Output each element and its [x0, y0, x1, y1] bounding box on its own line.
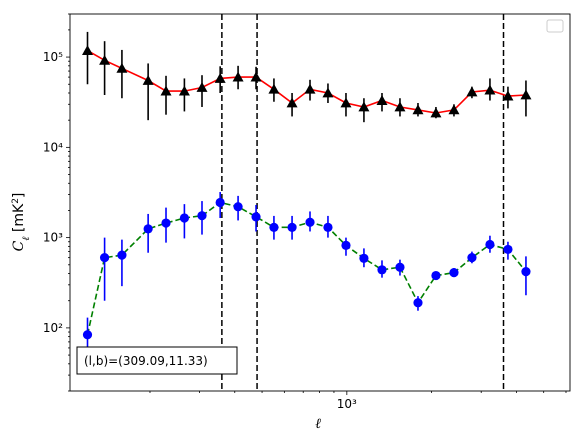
data-point: [305, 217, 315, 227]
data-point: [520, 89, 532, 100]
data-point: [431, 270, 441, 281]
y-tick-label: 10⁵: [43, 50, 63, 64]
data-point: [341, 240, 351, 251]
data-point: [484, 84, 496, 95]
data-point: [82, 45, 94, 55]
plot-frame: [69, 13, 571, 392]
data-point: [413, 298, 423, 308]
data-point: [269, 222, 279, 232]
data-point: [99, 54, 111, 65]
data-point: [117, 250, 127, 260]
data-point: [99, 253, 110, 263]
data-point: [178, 85, 190, 96]
data-point: [394, 101, 406, 112]
data-point: [485, 239, 495, 250]
data-point: [359, 253, 369, 263]
data-point: [214, 72, 226, 83]
plot-area: [82, 14, 532, 391]
data-point: [251, 212, 261, 222]
legend-box: [546, 19, 564, 33]
annotation-text: (l,b)=(309.09,11.33): [84, 354, 208, 368]
data-point: [196, 82, 208, 92]
data-point: [179, 213, 190, 223]
y-axis: 10² 10³ 10⁴ 10⁵: [43, 13, 70, 392]
data-point: [449, 267, 459, 278]
data-point: [340, 97, 352, 108]
data-point: [430, 107, 442, 118]
data-point: [116, 62, 128, 73]
y-axis-label: Cℓ [mK2]: [11, 193, 32, 252]
data-point: [521, 267, 531, 277]
series-2: [82, 192, 531, 356]
data-point: [395, 262, 405, 272]
data-point: [197, 211, 207, 221]
data-point: [215, 197, 225, 208]
data-point: [323, 222, 333, 232]
data-point: [322, 87, 334, 98]
data-point: [160, 85, 172, 96]
data-point: [232, 71, 244, 82]
data-point: [287, 222, 297, 232]
y-tick-label: 10⁴: [43, 140, 63, 154]
data-point: [304, 83, 316, 94]
x-tick-label: 10³: [337, 397, 357, 411]
data-point: [82, 330, 93, 340]
data-point: [467, 253, 477, 263]
data-point: [412, 104, 424, 115]
y-tick-label: 10³: [43, 231, 63, 245]
data-point: [376, 95, 388, 105]
series-1: [82, 31, 532, 123]
plot-layer: [82, 14, 532, 391]
data-point: [377, 265, 387, 275]
data-point: [268, 83, 280, 94]
annotation-box: (l,b)=(309.09,11.33): [76, 346, 238, 375]
data-point: [448, 104, 460, 115]
data-point: [143, 224, 153, 234]
data-point: [358, 101, 370, 112]
data-point: [161, 218, 171, 228]
data-point: [503, 244, 513, 255]
data-point: [502, 90, 514, 101]
x-axis: 10³: [149, 391, 567, 411]
series-1-line: [87, 49, 527, 114]
data-point: [286, 97, 298, 108]
data-point: [250, 71, 262, 82]
x-axis-label: ℓ: [315, 416, 321, 432]
y-tick-label: 10²: [43, 321, 63, 335]
data-point: [466, 86, 478, 97]
data-point: [233, 202, 243, 212]
data-point: [142, 75, 154, 85]
